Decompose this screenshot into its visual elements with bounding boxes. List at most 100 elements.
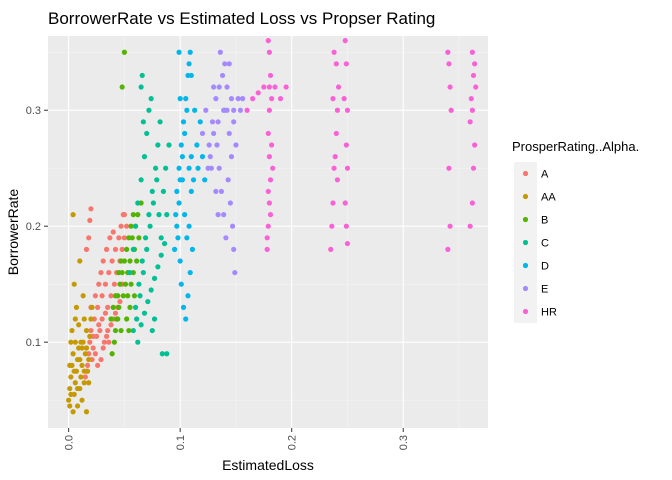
data-point-c: [151, 275, 158, 281]
data-point-hr: [270, 165, 276, 171]
data-point-b: [124, 246, 130, 252]
data-points: [66, 38, 479, 415]
data-point-b: [118, 327, 124, 334]
data-point-a: [98, 269, 104, 276]
data-point-d: [186, 165, 192, 171]
data-point-b: [135, 212, 141, 218]
data-point-e: [229, 223, 236, 229]
y-axis-ticks: 0.1 0.2 0.3: [26, 105, 48, 349]
data-point-hr: [269, 96, 275, 102]
data-point-hr: [283, 84, 289, 90]
data-point-hr: [266, 200, 272, 206]
data-point-e: [206, 142, 212, 148]
data-point-aa: [83, 345, 90, 351]
data-point-hr: [472, 142, 478, 148]
data-point-e: [232, 269, 238, 276]
data-point-c: [157, 119, 163, 125]
data-point-hr: [446, 165, 452, 171]
data-point-a: [98, 356, 104, 363]
data-point-e: [211, 130, 217, 137]
data-point-hr: [328, 246, 334, 252]
data-point-c: [166, 142, 172, 148]
data-point-e: [231, 119, 237, 125]
data-point-hr: [335, 84, 342, 90]
data-point-c: [149, 327, 155, 334]
data-point-e: [222, 61, 228, 67]
data-point-d: [186, 61, 192, 67]
data-point-b: [124, 316, 130, 322]
data-point-a: [96, 322, 102, 328]
data-point-hr: [329, 223, 335, 229]
y-tick-label: 0.2: [26, 221, 41, 233]
legend-item-d: D: [514, 254, 549, 277]
data-point-a: [112, 310, 119, 316]
data-point-a: [105, 327, 111, 334]
data-point-d: [192, 107, 198, 113]
data-point-d: [199, 154, 206, 160]
data-point-hr: [267, 177, 274, 183]
data-point-e: [216, 165, 222, 171]
data-point-hr: [341, 96, 347, 102]
data-point-aa: [87, 333, 93, 339]
data-point-d: [177, 96, 183, 102]
data-point-hr: [344, 107, 351, 113]
data-point-a: [108, 322, 114, 328]
data-point-b: [115, 316, 121, 322]
data-point-hr: [250, 96, 256, 102]
data-point-d: [177, 258, 183, 264]
data-point-hr: [330, 96, 336, 102]
data-point-c: [132, 223, 139, 229]
data-point-d: [197, 119, 203, 125]
data-point-b: [109, 351, 115, 357]
data-point-c: [164, 212, 170, 218]
data-point-e: [199, 130, 206, 137]
data-point-aa: [78, 339, 84, 345]
data-point-hr: [265, 223, 271, 229]
data-point-e: [228, 154, 235, 160]
data-point-a: [92, 293, 99, 299]
data-point-aa: [83, 409, 90, 415]
data-point-d: [185, 293, 191, 299]
data-point-hr: [344, 165, 351, 171]
data-point-d: [184, 235, 190, 241]
data-point-c: [134, 316, 140, 322]
data-point-c: [159, 351, 165, 357]
data-point-d: [176, 49, 182, 55]
data-point-c: [153, 165, 159, 171]
data-point-e: [233, 142, 239, 148]
data-point-b: [134, 258, 140, 264]
data-point-c: [132, 304, 139, 310]
data-point-hr: [333, 61, 339, 67]
data-point-e: [224, 84, 230, 90]
legend-key-marker: [522, 308, 529, 315]
legend-label: AA: [541, 192, 556, 204]
data-point-hr: [448, 107, 454, 113]
data-point-d: [188, 154, 194, 160]
data-point-e: [227, 200, 233, 206]
data-point-d: [190, 177, 197, 183]
data-point-aa: [72, 380, 78, 386]
data-point-aa: [80, 293, 86, 299]
data-point-hr: [469, 200, 475, 206]
data-point-aa: [86, 356, 92, 363]
data-point-c: [139, 258, 145, 264]
legend-label: C: [541, 238, 549, 250]
data-point-aa: [71, 281, 77, 287]
data-point-b: [116, 304, 122, 310]
data-point-aa: [72, 316, 78, 322]
legend-label: D: [541, 261, 549, 273]
data-point-e: [209, 119, 216, 125]
data-point-d: [187, 269, 193, 276]
legend-item-e: E: [514, 277, 548, 300]
data-point-c: [135, 200, 141, 206]
data-point-e: [223, 235, 229, 241]
data-point-a: [97, 327, 103, 334]
data-point-aa: [67, 362, 73, 368]
data-point-aa: [70, 409, 76, 415]
legend-item-hr: HR: [514, 300, 557, 323]
data-point-b: [136, 235, 142, 241]
data-point-aa: [82, 351, 88, 357]
data-point-aa: [66, 397, 72, 403]
data-point-e: [214, 142, 220, 148]
data-point-hr: [277, 96, 284, 102]
